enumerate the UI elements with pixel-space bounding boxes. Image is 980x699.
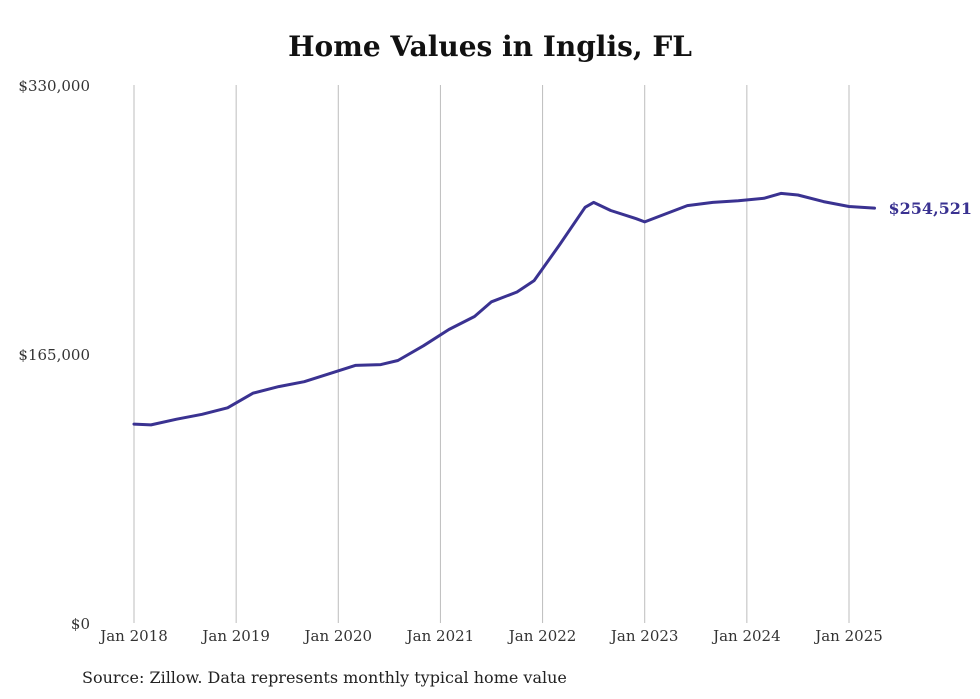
x-tick-label: Jan 2018 bbox=[98, 627, 168, 645]
series-layer: $254,521 bbox=[132, 191, 973, 427]
chart-title: Home Values in Inglis, FL bbox=[288, 30, 692, 63]
end-value-label: $254,521 bbox=[889, 199, 973, 218]
y-tick-label: $0 bbox=[71, 615, 90, 633]
series-line-0 bbox=[132, 191, 876, 427]
x-tick-label: Jan 2022 bbox=[507, 627, 577, 645]
x-tick-label: Jan 2025 bbox=[813, 627, 883, 645]
grid-lines bbox=[133, 85, 850, 623]
x-tick-label: Jan 2023 bbox=[609, 627, 679, 645]
x-tick-label: Jan 2024 bbox=[711, 627, 781, 645]
y-tick-label: $330,000 bbox=[18, 77, 90, 95]
chart-source-note: Source: Zillow. Data represents monthly … bbox=[82, 668, 567, 687]
x-axis-ticks: Jan 2018 Jan 2019 Jan 2020 Jan 2021 Jan 2022… bbox=[98, 627, 883, 645]
x-tick-label: Jan 2020 bbox=[303, 627, 373, 645]
x-tick-label: Jan 2019 bbox=[200, 627, 270, 645]
x-tick-label: Jan 2021 bbox=[405, 627, 475, 645]
y-axis-ticks: $0 $165,000 $330,000 bbox=[18, 77, 90, 633]
y-tick-label: $165,000 bbox=[18, 346, 90, 364]
